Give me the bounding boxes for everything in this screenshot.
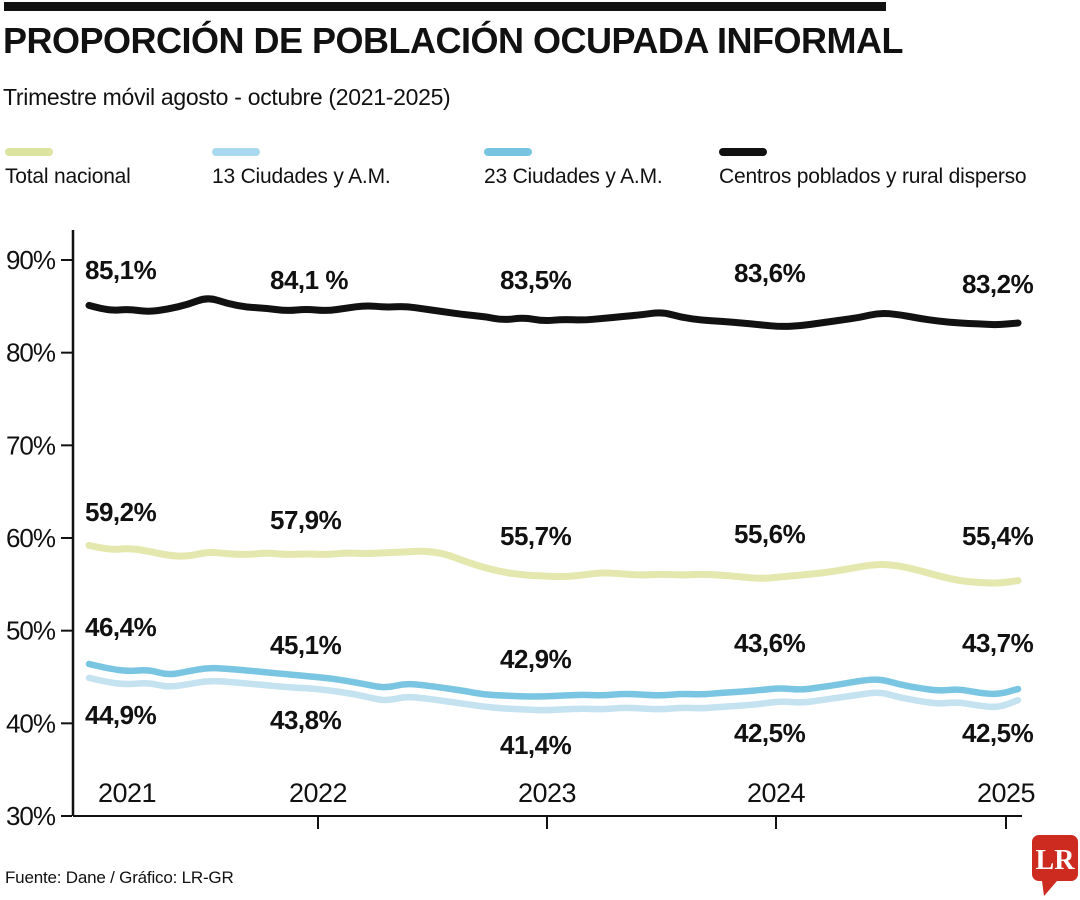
- legend-swatch-centros-poblados-y-rural-disperso: [719, 148, 767, 156]
- legend-label: Total nacional: [5, 165, 131, 188]
- series-line-23-ciudades-y-a-m: [85, 660, 1022, 700]
- data-label: 43,8%: [270, 705, 342, 735]
- x-axis-label: 2023: [518, 778, 576, 808]
- page-title: PROPORCIÓN DE POBLACIÓN OCUPADA INFORMAL: [3, 20, 904, 61]
- series-line-centros-poblados-y-rural-disperso: [85, 295, 1022, 330]
- data-label: 46,4%: [85, 612, 157, 642]
- y-axis-label: 70%: [6, 430, 56, 460]
- legend-label: 23 Ciudades y A.M.: [484, 165, 663, 188]
- page-subtitle: Trimestre móvil agosto - octubre (2021-2…: [3, 84, 451, 110]
- lr-logo: LR: [1030, 833, 1080, 897]
- data-label: 59,2%: [85, 497, 157, 527]
- data-label: 55,6%: [734, 519, 806, 549]
- data-label: 43,7%: [962, 628, 1034, 658]
- data-label: 85,1%: [85, 255, 157, 285]
- x-axis-label: 2022: [289, 778, 347, 808]
- logo-text: LR: [1036, 845, 1076, 876]
- legend-label: Centros poblados y rural disperso: [719, 165, 1027, 188]
- legend-item-13-ciudades-y-a-m: 13 Ciudades y A.M.: [212, 148, 391, 189]
- lr-logo-graphic: LR: [1032, 835, 1078, 896]
- data-label: 55,7%: [500, 521, 572, 551]
- legend-swatch-23-ciudades-y-a-m: [484, 148, 532, 156]
- legend-item-centros-poblados-y-rural-disperso: Centros poblados y rural disperso: [719, 148, 1027, 189]
- data-label: 84,1 %: [270, 265, 348, 295]
- y-axis-label: 50%: [6, 616, 56, 646]
- y-axis-label: 60%: [6, 523, 56, 553]
- title-accent-bar: [4, 2, 886, 11]
- data-label: 83,6%: [734, 258, 806, 288]
- legend-item-total-nacional: Total nacional: [5, 148, 131, 189]
- y-axis-label: 90%: [6, 245, 56, 275]
- data-label: 42,5%: [734, 718, 806, 748]
- x-axis-label: 2021: [98, 778, 156, 808]
- data-label: 42,5%: [962, 718, 1034, 748]
- logo-speech-bubble: [1032, 835, 1078, 896]
- data-label: 83,2%: [962, 269, 1034, 299]
- data-label: 55,4%: [962, 521, 1034, 551]
- series-line-13-ciudades-y-a-m: [85, 674, 1022, 714]
- x-axis-label: 2024: [747, 778, 806, 808]
- data-label: 45,1%: [270, 630, 342, 660]
- series-line-total-nacional: [85, 541, 1022, 587]
- legend-swatch-total-nacional: [5, 148, 53, 156]
- legend-item-23-ciudades-y-a-m: 23 Ciudades y A.M.: [484, 148, 663, 189]
- legend-label: 13 Ciudades y A.M.: [212, 165, 391, 188]
- data-label: 42,9%: [500, 644, 572, 674]
- data-label: 43,6%: [734, 628, 806, 658]
- y-axis-label: 40%: [6, 708, 56, 738]
- y-axis-label: 30%: [6, 801, 56, 831]
- data-label: 44,9%: [85, 700, 157, 730]
- data-label: 57,9%: [270, 505, 342, 535]
- legend-swatch-13-ciudades-y-a-m: [212, 148, 260, 156]
- x-axis-label: 2025: [977, 778, 1035, 808]
- source-credit: Fuente: Dane / Gráfico: LR-GR: [5, 868, 234, 887]
- y-axis-label: 80%: [6, 338, 56, 368]
- data-label: 41,4%: [500, 730, 572, 760]
- data-label: 83,5%: [500, 265, 572, 295]
